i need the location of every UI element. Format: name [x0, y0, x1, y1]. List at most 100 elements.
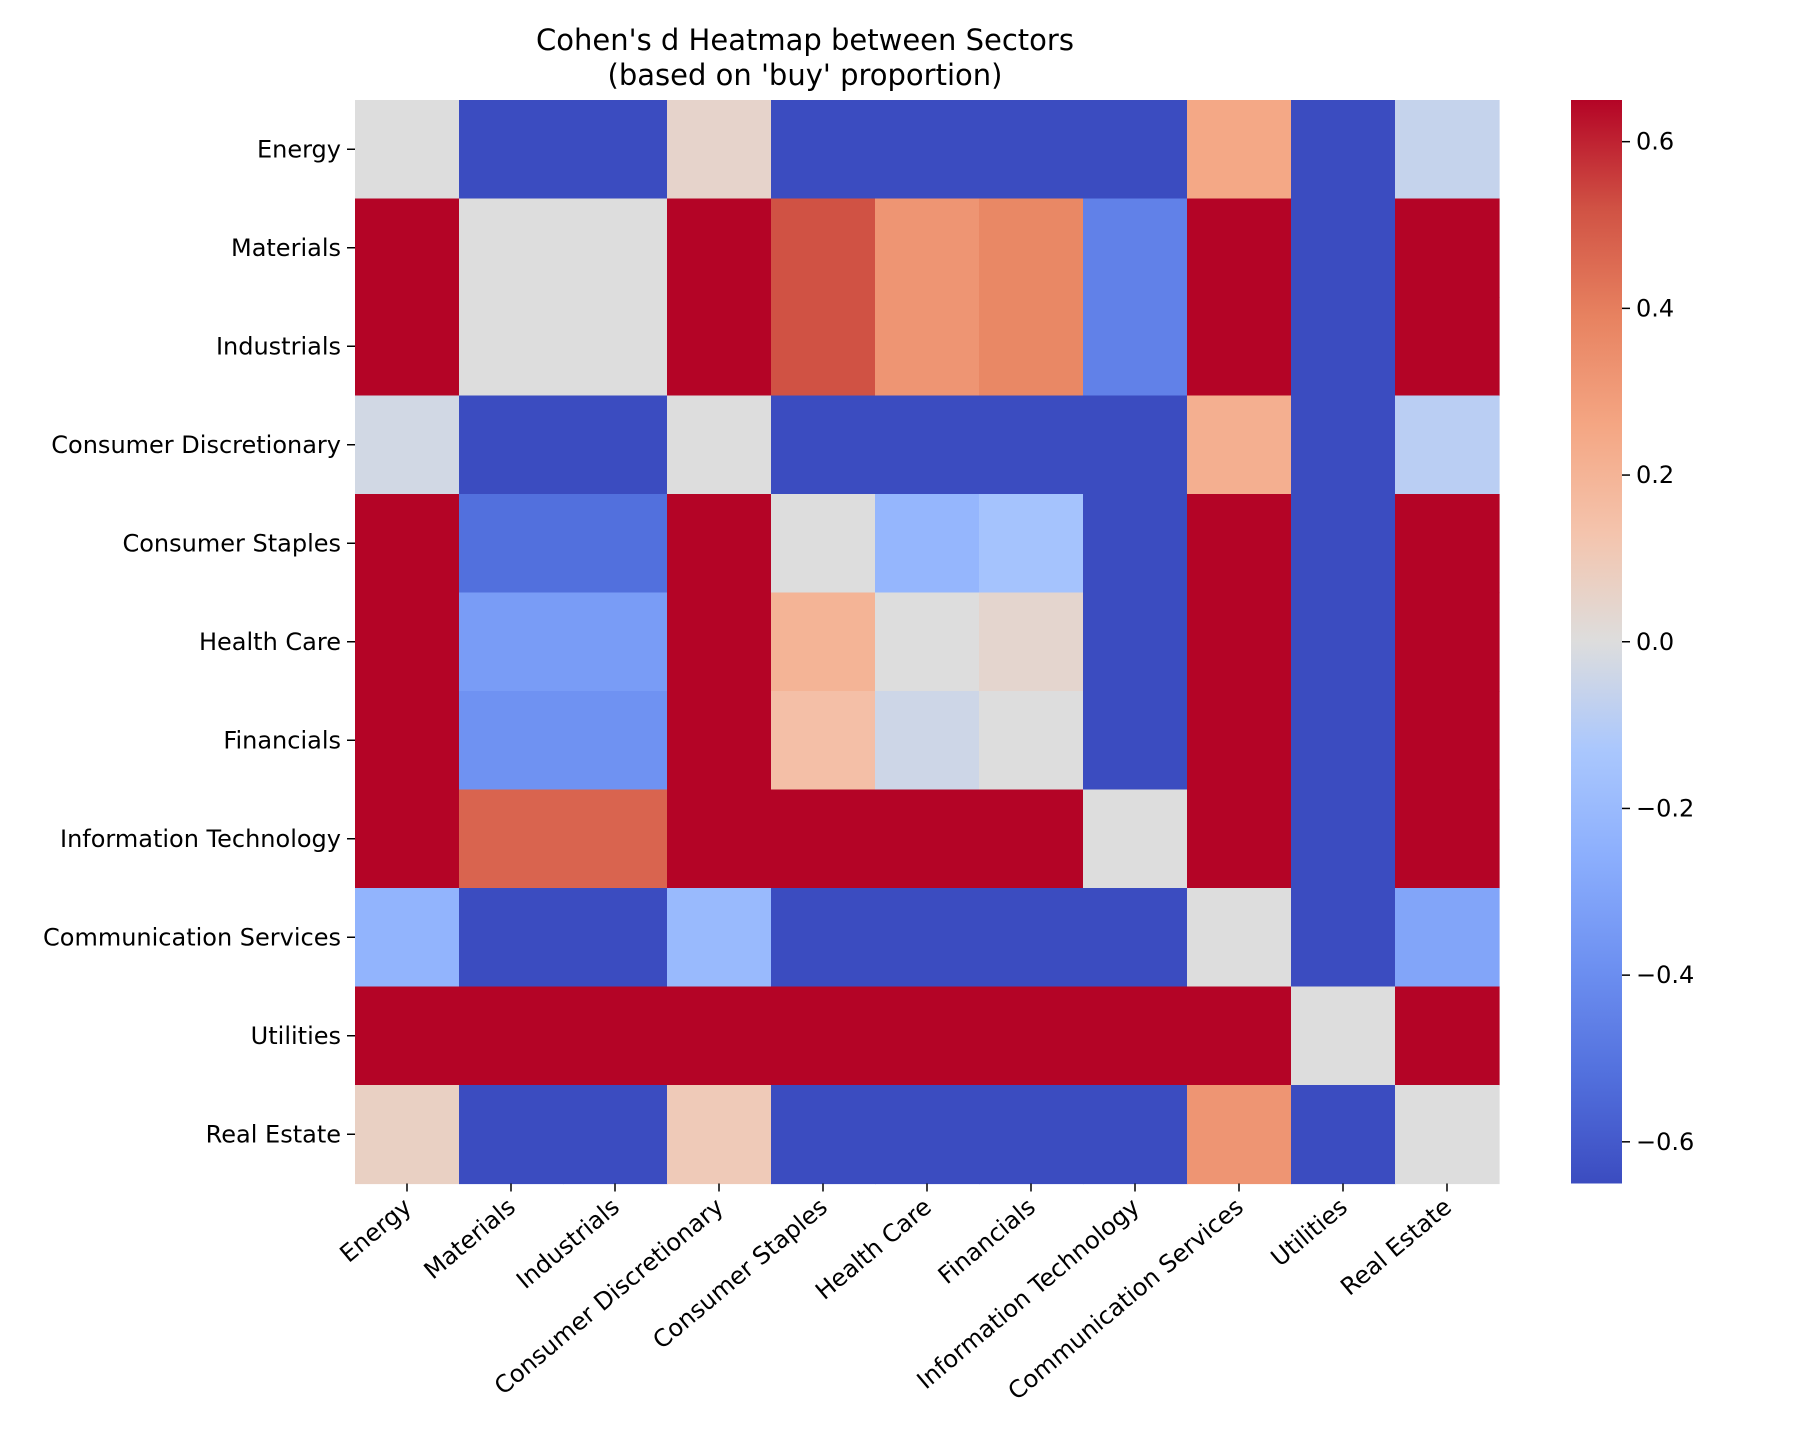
heatmap-cell	[1291, 888, 1396, 988]
x-tick-label: Health Care	[810, 1193, 937, 1306]
heatmap-cell	[459, 986, 564, 1086]
heatmap-cell	[979, 986, 1084, 1086]
heatmap-cell	[1187, 395, 1292, 495]
colorbar-tick-label: −0.4	[1636, 961, 1694, 989]
heatmap-cell	[667, 888, 772, 988]
heatmap-cell	[563, 789, 668, 889]
heatmap-cell	[667, 789, 772, 889]
heatmap-cell	[875, 888, 980, 988]
heatmap-cell	[875, 100, 980, 200]
heatmap-cell	[1395, 100, 1500, 200]
heatmap-cell	[979, 297, 1084, 397]
heatmap-cell	[563, 986, 668, 1086]
heatmap-cell	[355, 395, 460, 495]
y-tick-label: Materials	[231, 234, 341, 262]
x-tick-label: Financials	[933, 1193, 1041, 1290]
heatmap-cell	[979, 100, 1084, 200]
colorbar-tick-label: 0.4	[1636, 294, 1674, 322]
heatmap-cell	[875, 494, 980, 594]
heatmap-cell	[563, 395, 668, 495]
heatmap-cell	[771, 789, 876, 889]
heatmap-cell	[459, 100, 564, 200]
heatmap-cell	[1083, 100, 1188, 200]
heatmap-cell	[1395, 1085, 1500, 1185]
heatmap-cell	[667, 592, 772, 692]
y-tick-label: Industrials	[216, 332, 341, 360]
heatmap-cell	[667, 100, 772, 200]
heatmap-cell	[979, 592, 1084, 692]
heatmap-cell	[563, 100, 668, 200]
heatmap-cell	[771, 888, 876, 988]
heatmap-cell	[1083, 986, 1188, 1086]
heatmap-cell	[355, 494, 460, 594]
heatmap-cell	[1187, 789, 1292, 889]
heatmap-cells	[355, 100, 1500, 1185]
heatmap-cell	[1291, 789, 1396, 889]
y-tick-label: Communication Services	[43, 923, 341, 951]
y-tick-label: Real Estate	[206, 1120, 341, 1148]
heatmap-cell	[1187, 494, 1292, 594]
heatmap-cell	[1291, 691, 1396, 791]
heatmap-cell	[1083, 691, 1188, 791]
heatmap-cell	[355, 198, 460, 298]
heatmap-cell	[459, 494, 564, 594]
heatmap-cell	[1083, 198, 1188, 298]
heatmap-cell	[1291, 100, 1396, 200]
heatmap-cell	[771, 395, 876, 495]
heatmap-cell	[771, 592, 876, 692]
heatmap-cell	[979, 1085, 1084, 1185]
heatmap-cell	[1395, 888, 1500, 988]
heatmap-cell	[875, 789, 980, 889]
colorbar-gradient	[1571, 100, 1622, 1184]
heatmap-cell	[1395, 789, 1500, 889]
heatmap-cell	[1395, 297, 1500, 397]
heatmap-cell	[1187, 691, 1292, 791]
heatmap-cell	[1187, 198, 1292, 298]
heatmap-cell	[459, 297, 564, 397]
heatmap-cell	[667, 691, 772, 791]
heatmap-cell	[979, 494, 1084, 594]
y-tick-label: Energy	[257, 135, 341, 163]
heatmap-cell	[1291, 198, 1396, 298]
heatmap-cell	[459, 888, 564, 988]
y-tick-label: Information Technology	[60, 825, 341, 853]
colorbar-tick-label: 0.6	[1636, 128, 1674, 156]
colorbar-tick-label: −0.6	[1636, 1128, 1694, 1156]
heatmap-cell	[1395, 592, 1500, 692]
heatmap-cell	[771, 986, 876, 1086]
heatmap-cell	[459, 395, 564, 495]
heatmap-cell	[1395, 198, 1500, 298]
heatmap-cell	[563, 297, 668, 397]
heatmap-cell	[875, 592, 980, 692]
heatmap-cell	[563, 592, 668, 692]
heatmap-cell	[355, 986, 460, 1086]
heatmap-cell	[563, 691, 668, 791]
heatmap-cell	[1395, 691, 1500, 791]
heatmap-cell	[875, 986, 980, 1086]
heatmap-cell	[459, 198, 564, 298]
heatmap-cell	[1083, 789, 1188, 889]
heatmap-cell	[771, 1085, 876, 1185]
heatmap-cell	[1291, 592, 1396, 692]
heatmap-cell	[667, 297, 772, 397]
heatmap-cell	[1083, 395, 1188, 495]
y-tick-label: Consumer Staples	[122, 529, 341, 557]
heatmap-cell	[875, 395, 980, 495]
heatmap-cell	[1187, 888, 1292, 988]
heatmap-cell	[1395, 494, 1500, 594]
heatmap-cell	[979, 888, 1084, 988]
heatmap-cell	[355, 592, 460, 692]
heatmap-cell	[459, 1085, 564, 1185]
heatmap-cell	[1083, 592, 1188, 692]
x-tick-label: Consumer Staples	[647, 1193, 832, 1355]
colorbar-tick-label: −0.2	[1636, 794, 1694, 822]
heatmap-cell	[667, 395, 772, 495]
heatmap-cell	[563, 494, 668, 594]
heatmap-cell	[1395, 986, 1500, 1086]
heatmap-cell	[1291, 395, 1396, 495]
colorbar-tick-label: 0.0	[1636, 628, 1674, 656]
heatmap-cell	[355, 100, 460, 200]
heatmap-cell	[355, 297, 460, 397]
x-tick-label: Real Estate	[1335, 1193, 1457, 1301]
